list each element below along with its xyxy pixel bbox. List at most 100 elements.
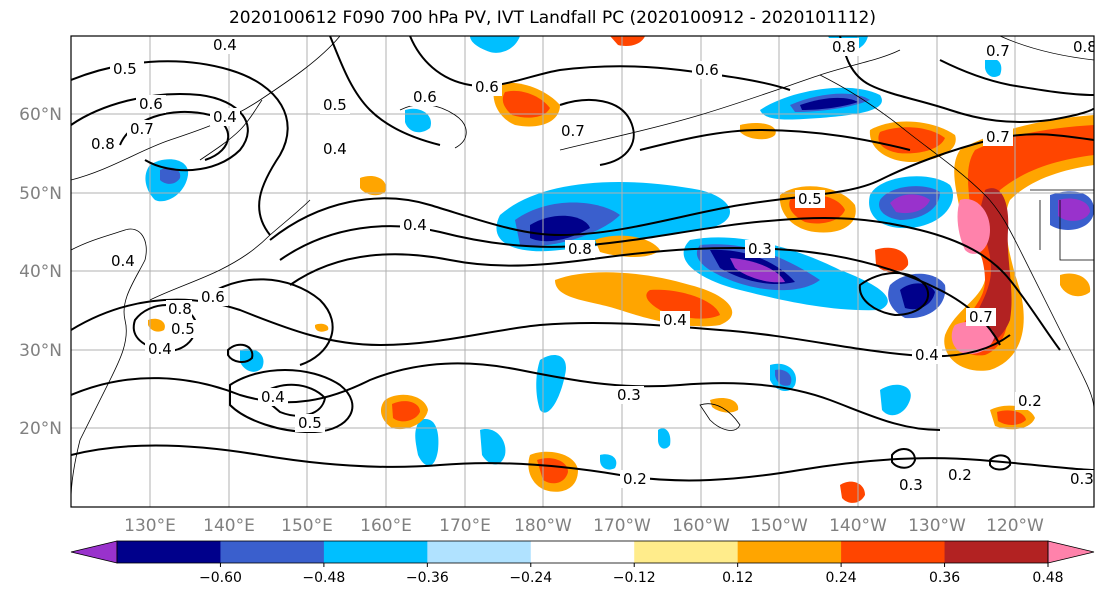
lat-label-30n: 30°N [19, 341, 62, 361]
contour-label: 0.4 [403, 216, 427, 234]
contour-label-bg [198, 288, 228, 306]
contour-label-bg [966, 308, 996, 326]
contour-label-bg [127, 120, 157, 138]
colorbar-tick-label: 0.48 [1032, 570, 1063, 586]
colorbar-tick-label: −0.36 [406, 570, 449, 586]
contour-label: 0.3 [617, 386, 641, 404]
contour-label-bg [168, 320, 198, 338]
colorbar-swatch [841, 541, 946, 563]
contour-label: 0.8 [168, 300, 192, 318]
map-frame [70, 35, 1095, 508]
contour-label-group: 0.4 0.5 0.6 0.7 0.8 0.4 0.6 0.7 0.6 0.8 … [88, 36, 1097, 494]
contour-label: 0.3 [899, 476, 923, 494]
colorbar-tick-label: −0.24 [509, 570, 552, 586]
contour-label: 0.5 [171, 320, 195, 338]
lon-label-120w: 120°W [986, 516, 1044, 536]
contour-label: 0.7 [986, 128, 1010, 146]
contour-label-bg [145, 340, 175, 358]
contour-label-bg [1070, 38, 1094, 56]
contour-label: 0.5 [113, 60, 137, 78]
contour-label: 0.8 [568, 240, 592, 258]
contour-label: 0.6 [475, 78, 499, 96]
contour-label-bg [320, 140, 350, 158]
lon-label-180w: 180°W [514, 516, 572, 536]
contour-label-bg [1015, 392, 1045, 410]
contour-label-bg [400, 216, 430, 234]
contour-label-bg [565, 240, 595, 258]
contour-label-bg [166, 300, 192, 318]
contour-label: 0.5 [798, 190, 822, 208]
colorbar-swatch [634, 541, 739, 563]
colorbar: −0.60 −0.48 −0.36 −0.24 −0.12 0.12 0.24 0.36 0.4… [70, 540, 1095, 586]
lon-label-150w: 150°W [750, 516, 808, 536]
contour-label-bg [620, 470, 650, 488]
contour-label-bg [896, 476, 926, 494]
contour-label: 0.6 [201, 288, 225, 306]
contour-label: 0.5 [298, 414, 322, 432]
contour-label: 0.4 [261, 388, 285, 406]
colorbar-swatch [323, 541, 428, 563]
contour-label: 0.4 [915, 346, 939, 364]
contour-label: 0.6 [695, 61, 719, 79]
contour-label-bg [410, 88, 440, 106]
contour-label-bg [210, 36, 246, 54]
contour-label: 0.4 [148, 340, 172, 358]
contour-label-bg [258, 388, 288, 406]
colorbar-border [116, 540, 1049, 564]
colorbar-tick-label: −0.12 [613, 570, 656, 586]
contour-label-bg [660, 311, 690, 329]
colorbar-swatch [427, 541, 532, 563]
map-title: 2020100612 F090 700 hPa PV, IVT Landfall… [228, 8, 876, 28]
colorbar-tick-label: −0.60 [199, 570, 242, 586]
longitude-labels: 130°E 140°E 150°E 160°E 170°E 180°W 170°… [124, 516, 1044, 536]
contour-label: 0.5 [323, 96, 347, 114]
contour-label-bg [795, 190, 825, 208]
contour-label-bg [472, 78, 502, 96]
contour-label: 0.2 [1018, 392, 1042, 410]
contour-label-bg [912, 346, 942, 364]
lon-label-140e: 140°E [203, 516, 255, 536]
contour-label-bg [745, 240, 775, 258]
contour-label: 0.4 [663, 311, 687, 329]
contour-label-bg [88, 135, 114, 153]
contour-label: 0.7 [986, 42, 1010, 60]
contour-label: 0.2 [623, 470, 647, 488]
contour-label-bg [110, 60, 144, 78]
colorbar-swatch [117, 541, 221, 563]
colorbar-tick-label: 0.36 [929, 570, 960, 586]
contour-label-bg [320, 96, 350, 114]
lon-label-140w: 140°W [829, 516, 887, 536]
contour-label: 0.3 [1070, 470, 1094, 488]
lon-label-160e: 160°E [360, 516, 412, 536]
lat-label-20n: 20°N [19, 419, 62, 439]
contour-label: 0.7 [130, 120, 154, 138]
contour-label: 0.4 [213, 36, 237, 54]
contour-label: 0.4 [111, 252, 135, 270]
contour-label: 0.4 [323, 140, 347, 158]
colorbar-swatch [944, 541, 1049, 563]
contour-label: 0.4 [213, 108, 237, 126]
contour-label: 0.8 [1073, 38, 1097, 56]
contour-label-bg [614, 386, 644, 404]
contour-label-bg [558, 122, 588, 140]
lat-label-40n: 40°N [19, 262, 62, 282]
colorbar-swatch [220, 541, 325, 563]
lat-label-50n: 50°N [19, 184, 62, 204]
lon-label-130w: 130°W [908, 516, 966, 536]
contour-label-bg [210, 108, 240, 126]
contour-label-bg [295, 414, 325, 432]
colorbar-tick-label: 0.12 [722, 570, 753, 586]
contour-label: 0.6 [413, 88, 437, 106]
colorbar-extend-right [1047, 540, 1095, 564]
lon-label-130e: 130°E [124, 516, 176, 536]
colorbar-tick-label: 0.24 [826, 570, 857, 586]
contour-label: 0.8 [91, 135, 115, 153]
contour-label-bg [1068, 470, 1094, 488]
colorbar-tick-label: −0.48 [302, 570, 345, 586]
contour-label-bg [829, 38, 859, 56]
contour-label-bg [983, 128, 1013, 146]
contour-label-bg [945, 466, 975, 484]
latitude-labels: 60°N 50°N 40°N 30°N 20°N [19, 105, 62, 439]
lon-label-170w: 170°W [593, 516, 651, 536]
